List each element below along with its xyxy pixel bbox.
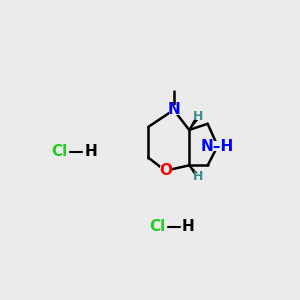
Polygon shape [189, 115, 200, 130]
Text: Cl: Cl [149, 220, 166, 235]
FancyBboxPatch shape [195, 173, 202, 181]
Polygon shape [189, 165, 200, 178]
FancyBboxPatch shape [208, 141, 228, 151]
Text: H: H [193, 170, 204, 183]
Text: H: H [193, 110, 204, 123]
Text: H: H [182, 220, 195, 235]
FancyBboxPatch shape [169, 105, 179, 115]
Text: H: H [84, 144, 97, 159]
FancyBboxPatch shape [160, 166, 170, 176]
Text: Cl: Cl [52, 144, 68, 159]
Text: O: O [159, 163, 172, 178]
Text: N–H: N–H [201, 139, 234, 154]
Text: N: N [167, 102, 180, 117]
FancyBboxPatch shape [195, 112, 202, 120]
